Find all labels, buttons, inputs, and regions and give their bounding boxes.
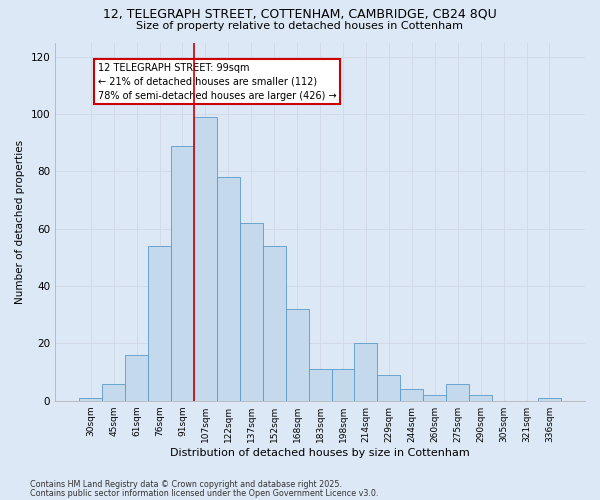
Text: Size of property relative to detached houses in Cottenham: Size of property relative to detached ho… <box>137 21 464 31</box>
Bar <box>446 384 469 400</box>
Y-axis label: Number of detached properties: Number of detached properties <box>15 140 25 304</box>
Text: 12 TELEGRAPH STREET: 99sqm
← 21% of detached houses are smaller (112)
78% of sem: 12 TELEGRAPH STREET: 99sqm ← 21% of deta… <box>98 62 336 100</box>
Bar <box>377 375 400 400</box>
Bar <box>263 246 286 400</box>
Bar <box>217 177 240 400</box>
Bar <box>355 344 377 400</box>
Bar <box>125 355 148 401</box>
X-axis label: Distribution of detached houses by size in Cottenham: Distribution of detached houses by size … <box>170 448 470 458</box>
Bar <box>332 369 355 400</box>
Bar <box>400 389 423 400</box>
Bar <box>171 146 194 400</box>
Text: Contains HM Land Registry data © Crown copyright and database right 2025.: Contains HM Land Registry data © Crown c… <box>30 480 342 489</box>
Text: Contains public sector information licensed under the Open Government Licence v3: Contains public sector information licen… <box>30 488 379 498</box>
Bar <box>538 398 561 400</box>
Bar <box>308 369 332 400</box>
Bar <box>102 384 125 400</box>
Text: 12, TELEGRAPH STREET, COTTENHAM, CAMBRIDGE, CB24 8QU: 12, TELEGRAPH STREET, COTTENHAM, CAMBRID… <box>103 8 497 20</box>
Bar <box>148 246 171 400</box>
Bar <box>194 117 217 401</box>
Bar <box>469 395 492 400</box>
Bar <box>423 395 446 400</box>
Bar <box>286 309 308 400</box>
Bar <box>79 398 102 400</box>
Bar <box>240 223 263 400</box>
